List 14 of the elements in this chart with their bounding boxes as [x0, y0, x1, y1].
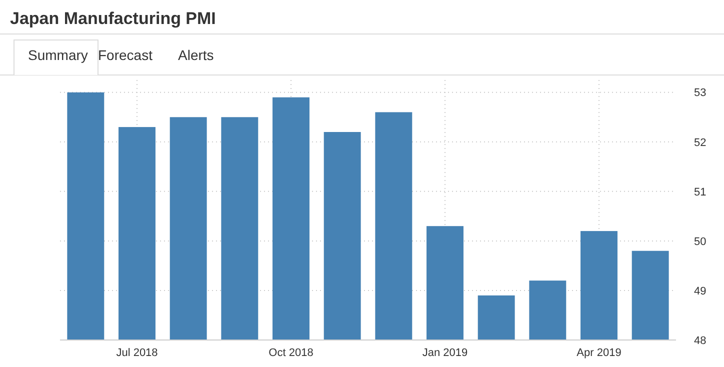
y-tick-label: 51	[694, 186, 706, 198]
x-tick-label: Oct 2018	[268, 347, 314, 359]
y-tick-label: 50	[694, 236, 706, 248]
y-tick-label: 48	[694, 334, 706, 347]
chart-title: Japan Manufacturing PMI	[10, 9, 216, 28]
y-tick-label: 49	[694, 285, 706, 298]
y-tick-label: 52	[694, 136, 706, 149]
x-tick-label: Jul 2018	[116, 347, 158, 359]
x-tick-label: Jan 2019	[422, 347, 468, 359]
text: Summary	[28, 47, 88, 63]
y-tick-label: 53	[694, 87, 706, 100]
text: Forecast	[98, 47, 153, 63]
text: Alerts	[178, 47, 214, 63]
x-tick-label: Apr 2019	[576, 347, 622, 359]
